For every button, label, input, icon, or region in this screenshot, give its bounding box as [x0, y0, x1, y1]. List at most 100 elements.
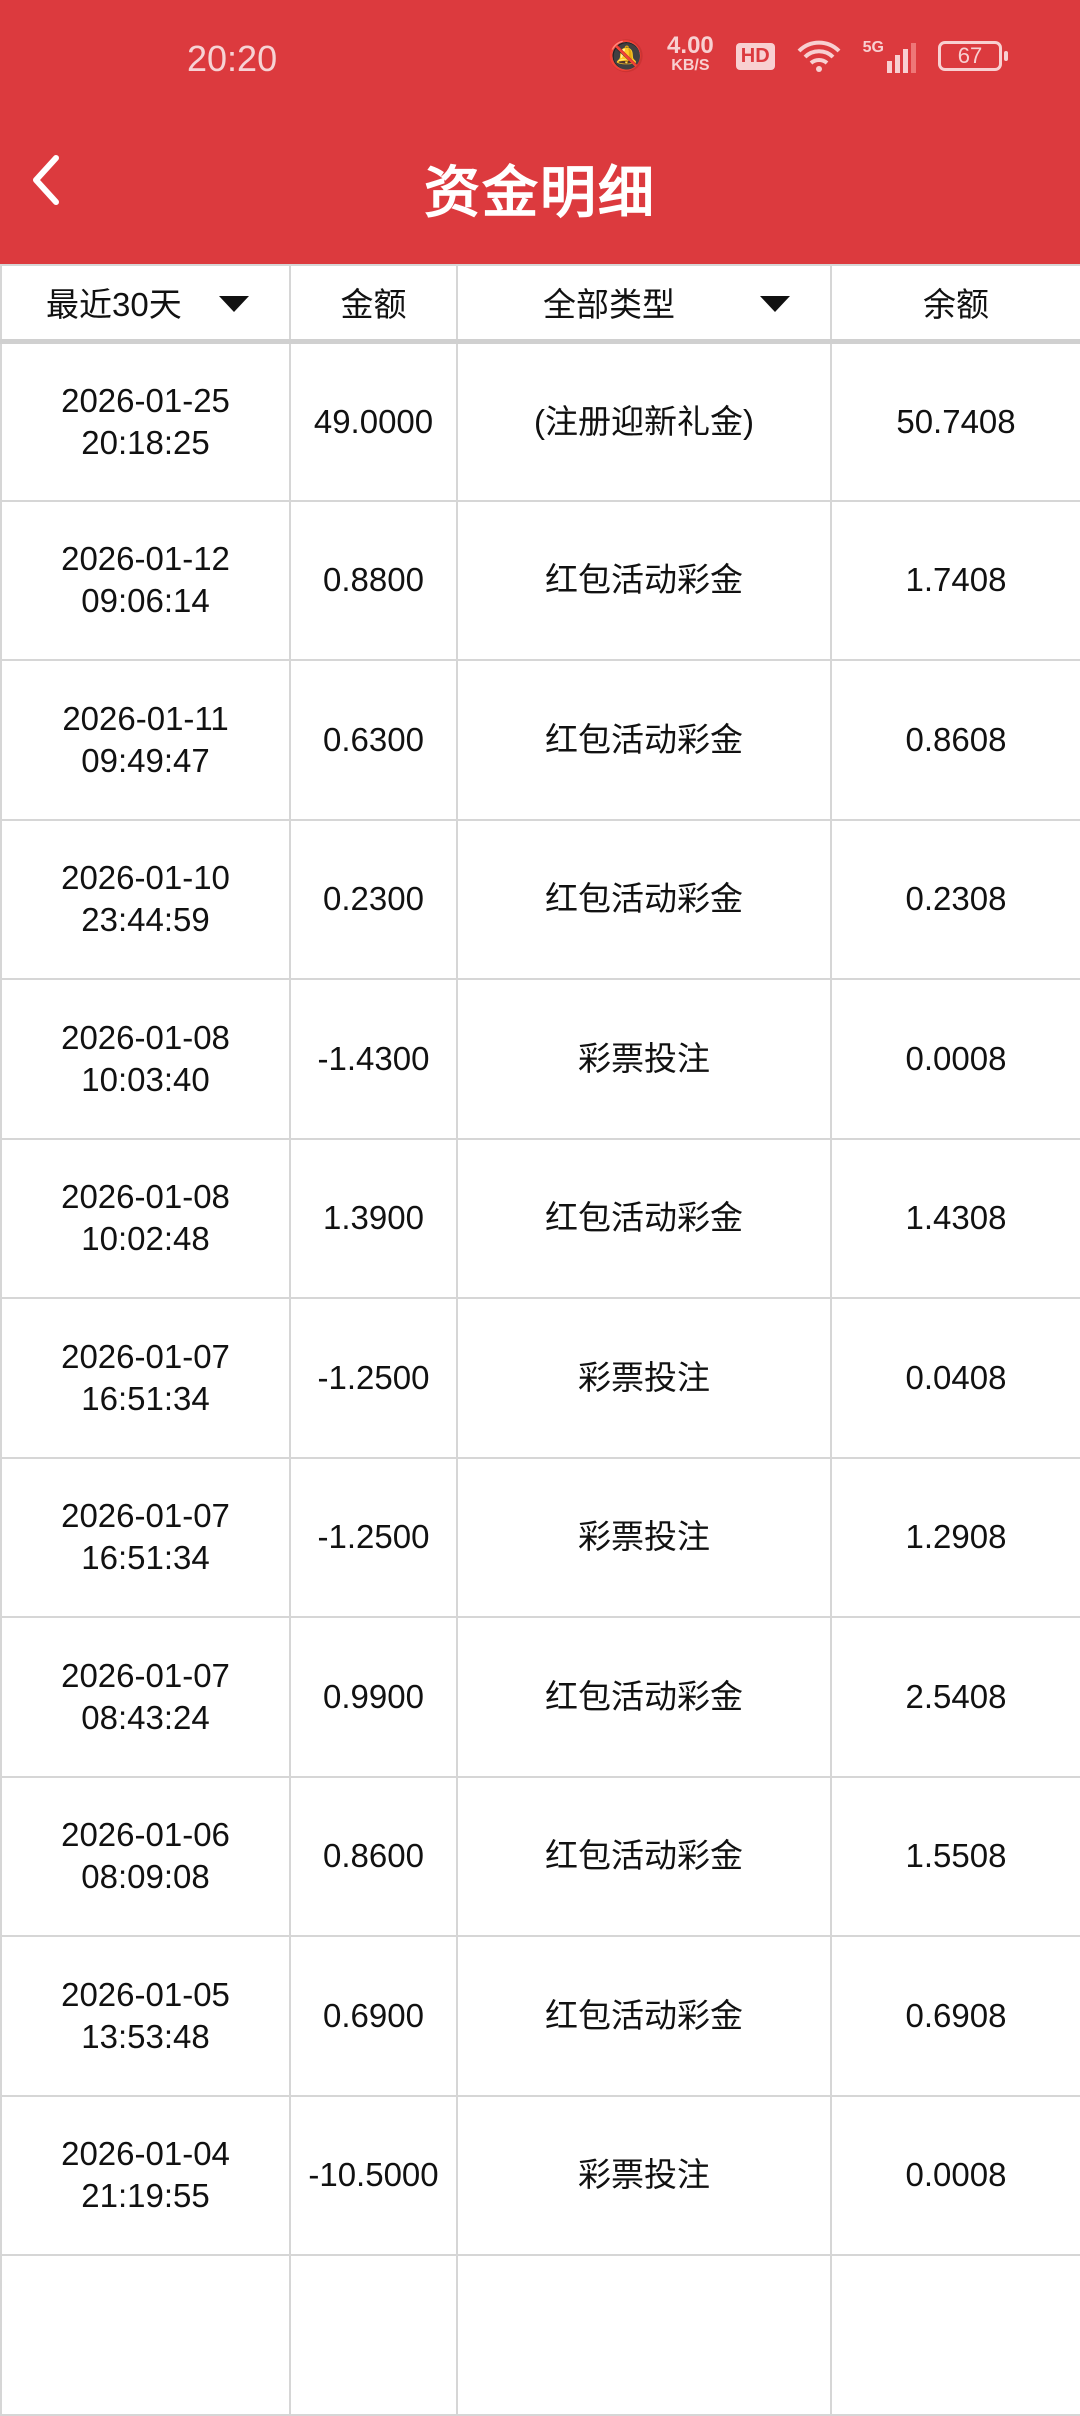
back-icon[interactable] [26, 150, 66, 210]
type-cell: 彩票投注 [456, 2094, 832, 2256]
type-filter-label: 全部类型 [543, 286, 675, 324]
time: 08:09:08 [81, 1858, 210, 1896]
balance-cell: 1.4308 [830, 1137, 1080, 1299]
datetime-cell: 2026-01-07 16:51:34 [0, 1297, 291, 1459]
table-header: 最近30天 金额 全部类型 余额 [0, 264, 1080, 344]
type-cell: 红包活动彩金 [456, 1137, 832, 1299]
balance-cell: 2.5408 [830, 1616, 1080, 1778]
wifi-icon [797, 40, 841, 72]
datetime-cell: 2026-01-12 09:06:14 [0, 499, 291, 661]
balance-cell: 0.0008 [830, 2094, 1080, 2256]
date: 2026-01-11 [62, 699, 229, 737]
balance-cell: 0.0408 [830, 1297, 1080, 1459]
date-filter-label: 最近30天 [46, 286, 182, 324]
type-cell: 彩票投注 [456, 978, 832, 1140]
date: 2026-01-08 [61, 1178, 230, 1216]
dropdown-arrow-icon [219, 296, 249, 312]
time: 16:51:34 [81, 1379, 210, 1417]
datetime-cell: 2026-01-10 23:44:59 [0, 818, 291, 980]
mute-bell-icon: 🔕 [607, 39, 646, 73]
time: 20:18:25 [81, 423, 210, 461]
status-time: 20:20 [187, 38, 278, 79]
balance-cell: 0.2308 [830, 818, 1080, 980]
page-title: 资金明细 [424, 161, 656, 224]
balance-cell: 0.8608 [830, 659, 1080, 821]
table-row: 2026-01-11 09:49:47 0.6300 红包活动彩金 0.8608 [0, 659, 1080, 821]
balance-header: 余额 [830, 264, 1080, 344]
network-type: 5G [862, 39, 884, 56]
amount-cell: -1.2500 [289, 1456, 458, 1618]
type-cell: (注册迎新礼金) [456, 340, 832, 502]
table-row: 2026-01-07 16:51:34 -1.2500 彩票投注 0.0408 [0, 1297, 1080, 1459]
datetime-cell: 2026-01-07 08:43:24 [0, 1616, 291, 1778]
signal-icon: 5G [863, 39, 916, 73]
time: 08:43:24 [81, 1698, 210, 1736]
amount-cell: 0.8800 [289, 499, 458, 661]
amount-cell: 0.6300 [289, 659, 458, 821]
table-row: 2026-01-08 10:03:40 -1.4300 彩票投注 0.0008 [0, 978, 1080, 1140]
balance-cell: 1.5508 [830, 1775, 1080, 1937]
time: 21:19:55 [81, 2177, 210, 2215]
datetime-cell: 2026-01-11 09:49:47 [0, 659, 291, 821]
table-row: 2026-01-25 20:18:25 49.0000 (注册迎新礼金) 50.7… [0, 340, 1080, 502]
date: 2026-01-12 [61, 540, 230, 578]
datetime-cell: 2026-01-07 16:51:34 [0, 1456, 291, 1618]
time: 09:06:14 [81, 582, 210, 620]
app-header: 20:20 🔕 4.00 KB/S HD 5G 67 资金明细 [0, 0, 1080, 264]
hd-icon: HD [735, 42, 775, 70]
date: 2026-01-08 [61, 1018, 230, 1056]
date: 2026-01-10 [61, 859, 230, 897]
type-cell: 彩票投注 [456, 1297, 832, 1459]
battery-icon: 67 [938, 41, 1008, 71]
table-row: 2026-01-04 21:19:55 -10.5000 彩票投注 0.0008 [0, 2094, 1080, 2256]
date: 2026-01-06 [61, 1816, 230, 1854]
table-row-partial [0, 2254, 1080, 2416]
network-speed: 4.00 KB/S [667, 34, 714, 76]
type-cell: 红包活动彩金 [456, 818, 832, 980]
time: 10:02:48 [81, 1220, 210, 1258]
type-cell: 彩票投注 [456, 1456, 832, 1618]
balance-cell: 0.6908 [830, 1935, 1080, 2097]
type-cell: 红包活动彩金 [456, 1616, 832, 1778]
balance-cell: 50.7408 [830, 340, 1080, 502]
balance-cell: 1.2908 [830, 1456, 1080, 1618]
datetime-cell: 2026-01-25 20:18:25 [0, 340, 291, 502]
speed-unit: KB/S [671, 57, 710, 74]
time: 23:44:59 [81, 901, 210, 939]
table-row: 2026-01-12 09:06:14 0.8800 红包活动彩金 1.7408 [0, 499, 1080, 661]
amount-cell: 1.3900 [289, 1137, 458, 1299]
balance-cell: 0.0008 [830, 978, 1080, 1140]
time: 09:49:47 [81, 741, 210, 779]
speed-value: 4.00 [667, 32, 714, 59]
amount-cell: 0.8600 [289, 1775, 458, 1937]
amount-cell: 0.6900 [289, 1935, 458, 2097]
amount-cell: 0.2300 [289, 818, 458, 980]
dropdown-arrow-icon [760, 296, 790, 312]
type-cell: 红包活动彩金 [456, 1775, 832, 1937]
status-icons: 🔕 4.00 KB/S HD 5G 67 [607, 34, 1008, 76]
date-filter-dropdown[interactable]: 最近30天 [0, 264, 291, 344]
type-cell: 红包活动彩金 [456, 499, 832, 661]
amount-cell: -10.5000 [289, 2094, 458, 2256]
amount-header: 金额 [289, 264, 458, 344]
type-filter-dropdown[interactable]: 全部类型 [456, 264, 832, 344]
balance-cell: 1.7408 [830, 499, 1080, 661]
table-row: 2026-01-07 08:43:24 0.9900 红包活动彩金 2.5408 [0, 1616, 1080, 1778]
date: 2026-01-05 [61, 1975, 230, 2013]
amount-cell: 49.0000 [289, 340, 458, 502]
amount-cell: -1.4300 [289, 978, 458, 1140]
datetime-cell: 2026-01-06 08:09:08 [0, 1775, 291, 1937]
table-row: 2026-01-05 13:53:48 0.6900 红包活动彩金 0.6908 [0, 1935, 1080, 2097]
date: 2026-01-25 [61, 381, 230, 419]
time: 10:03:40 [81, 1060, 210, 1098]
datetime-cell: 2026-01-08 10:02:48 [0, 1137, 291, 1299]
time: 16:51:34 [81, 1539, 210, 1577]
type-cell: 红包活动彩金 [456, 659, 832, 821]
type-cell: 红包活动彩金 [456, 1935, 832, 2097]
date: 2026-01-04 [61, 2135, 230, 2173]
date: 2026-01-07 [61, 1656, 230, 1694]
date: 2026-01-07 [61, 1337, 230, 1375]
table-row: 2026-01-08 10:02:48 1.3900 红包活动彩金 1.4308 [0, 1137, 1080, 1299]
datetime-cell: 2026-01-05 13:53:48 [0, 1935, 291, 2097]
table-row: 2026-01-06 08:09:08 0.8600 红包活动彩金 1.5508 [0, 1775, 1080, 1937]
